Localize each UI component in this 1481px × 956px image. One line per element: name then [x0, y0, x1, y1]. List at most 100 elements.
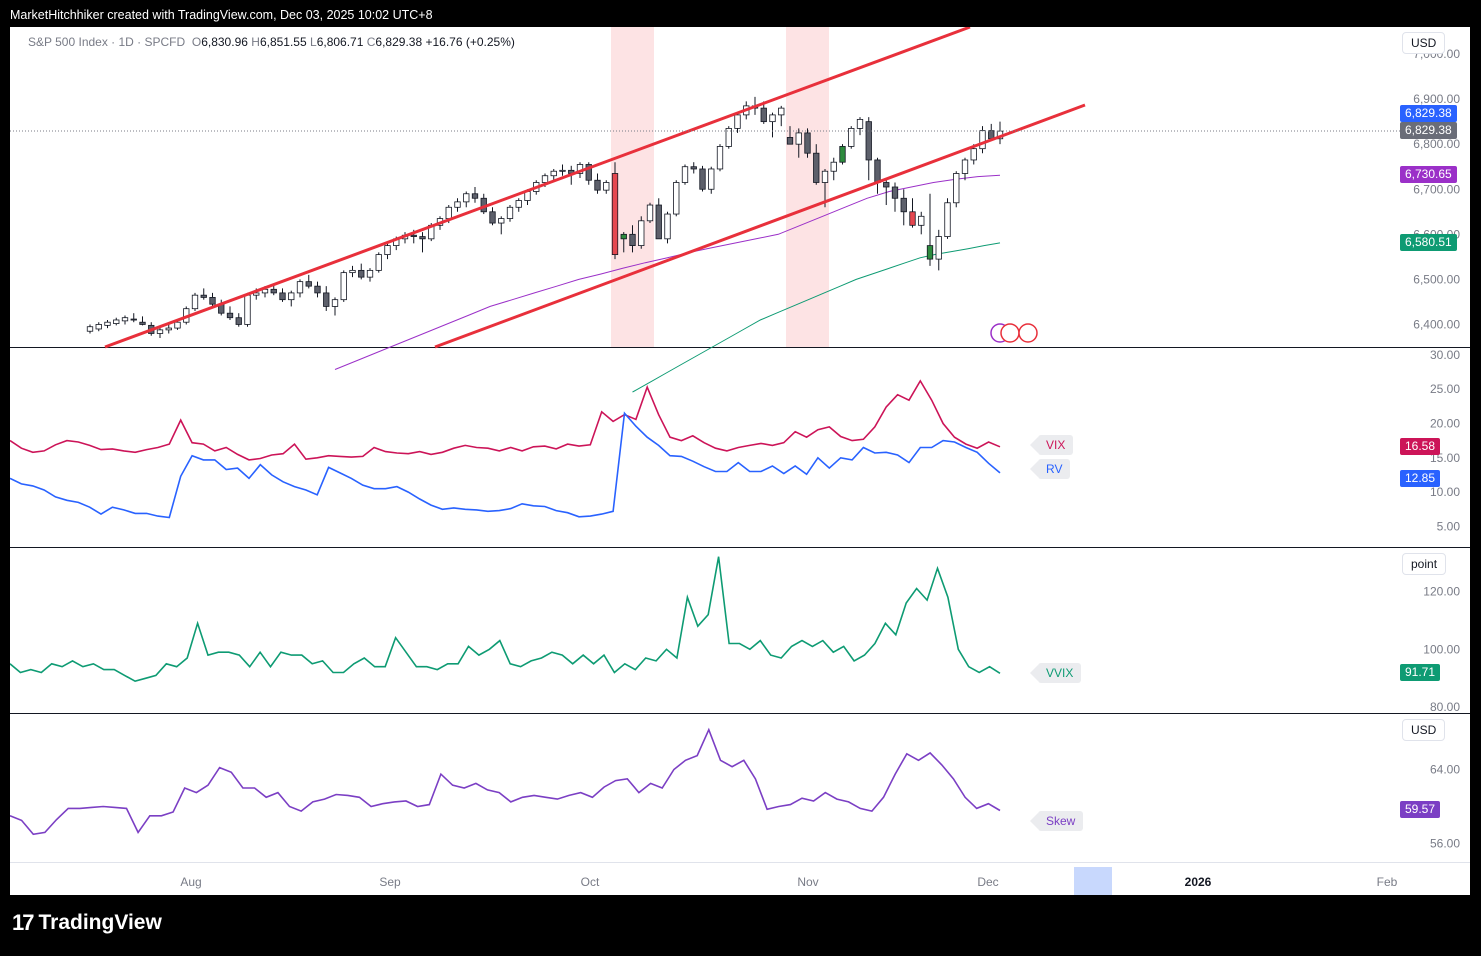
highlight-band: [786, 27, 829, 347]
close-value: 6,829.38: [375, 35, 423, 49]
skew-legend-label[interactable]: Skew: [1029, 811, 1084, 831]
time-axis-label: Nov: [797, 875, 818, 889]
candle-body: [594, 179, 601, 191]
candle-body: [926, 245, 934, 260]
vvix-unit-selector[interactable]: point: [1402, 553, 1447, 575]
candle-body: [314, 285, 321, 294]
symbol-name[interactable]: S&P 500 Index · 1D · SPCFD: [28, 35, 186, 49]
ma200-tag: 6,580.51: [1400, 234, 1457, 252]
candle-body: [156, 329, 164, 334]
candle-body: [918, 215, 925, 226]
candle-body: [900, 197, 907, 213]
time-axis-label: Feb: [1377, 875, 1398, 889]
price-tick-label: 6,800.00: [1413, 137, 1460, 151]
candle-body: [559, 169, 566, 172]
candle-body: [804, 132, 811, 154]
candle-body: [874, 159, 881, 183]
candle-body: [953, 173, 960, 204]
candle-body: [95, 324, 102, 330]
candle-body: [865, 121, 872, 161]
candle-body: [979, 130, 986, 150]
vvix-legend-label[interactable]: VVIX: [1029, 663, 1082, 683]
skew-value-tag: 59.57: [1400, 801, 1441, 819]
candle-body: [288, 292, 295, 301]
time-axis-label: 2026: [1185, 875, 1212, 889]
rv-line: [10, 411, 1001, 519]
candle-body: [638, 220, 645, 246]
candle-body: [139, 321, 146, 325]
candle-body: [664, 213, 671, 240]
vvix-line: [10, 556, 1001, 683]
attribution-text: MarketHitchhiker created with TradingVie…: [10, 8, 433, 22]
price-tick-label: 6,700.00: [1413, 182, 1460, 196]
candle-body: [410, 234, 417, 237]
vix-legend-label[interactable]: VIX: [1029, 435, 1074, 455]
candle-body: [419, 236, 426, 240]
candle-body: [769, 114, 776, 123]
candle-body: [506, 206, 514, 219]
low-label: L: [310, 35, 317, 49]
candle-body: [909, 211, 916, 226]
vvix-tick-label: 120.00: [1423, 584, 1460, 598]
candle-body: [515, 200, 522, 208]
economic-event-icon: [1000, 323, 1020, 343]
open-label: O: [191, 35, 202, 49]
candle-body: [708, 168, 715, 190]
vvix-value-tag: 91.71: [1400, 664, 1441, 682]
candle-body: [620, 233, 627, 240]
candle-body: [86, 326, 94, 332]
low-value: 6,806.71: [316, 35, 364, 49]
candle-body: [296, 281, 304, 294]
skew-unit-selector[interactable]: USD: [1402, 719, 1446, 741]
time-range-highlight: [1074, 867, 1112, 895]
chart-canvas[interactable]: 7,000.006,900.006,800.006,700.006,600.00…: [10, 27, 1470, 895]
candle-body: [848, 128, 855, 147]
candle-body: [655, 204, 662, 240]
candle-body: [279, 292, 286, 301]
vix-tick-label: 20.00: [1430, 416, 1460, 430]
candle-body: [944, 202, 951, 237]
rv-legend-label[interactable]: RV: [1029, 459, 1071, 479]
tradingview-logo[interactable]: 17 TradingView: [12, 910, 162, 936]
tradingview-mark-icon: 17: [12, 910, 35, 935]
skew-tick-label: 64.00: [1430, 763, 1460, 777]
candle-body: [603, 182, 610, 191]
open-value: 6,830.96: [201, 35, 248, 49]
vix-tick-label: 10.00: [1430, 485, 1460, 499]
candle-body: [970, 148, 977, 161]
candle-body: [629, 233, 636, 246]
candle-body: [716, 146, 724, 170]
vvix-tick-label: 100.00: [1423, 642, 1460, 656]
time-axis-label: Aug: [180, 875, 201, 889]
candle-body: [454, 201, 461, 208]
candle-body: [734, 114, 741, 129]
candle-body: [235, 317, 242, 325]
candle-body: [961, 159, 969, 174]
candle-body: [795, 132, 802, 145]
vix-tick-label: 30.00: [1430, 348, 1460, 362]
ma50-line: [334, 174, 1001, 370]
candle-body: [244, 294, 251, 325]
candle-body: [778, 107, 785, 116]
candle-body: [550, 170, 557, 177]
vvix-tick-label: 80.00: [1430, 700, 1460, 714]
candle-body: [839, 146, 846, 163]
candle-body: [760, 107, 767, 123]
rv-value-tag: 12.85: [1400, 469, 1441, 487]
candle-body: [891, 186, 899, 199]
price-unit-selector[interactable]: USD: [1402, 32, 1446, 54]
skew-tick-label: 56.00: [1430, 837, 1460, 851]
candle-body: [375, 254, 382, 271]
candle-body: [821, 170, 829, 183]
chart-frame[interactable]: 7,000.006,900.006,800.006,700.006,600.00…: [10, 27, 1470, 895]
candle-body: [681, 166, 689, 183]
candle-body: [200, 294, 207, 298]
candle-body: [935, 236, 942, 260]
channel-upper-line: [104, 27, 971, 349]
skew-line: [10, 727, 1001, 836]
high-label: H: [251, 35, 260, 49]
candle-body: [305, 281, 312, 287]
candle-body: [323, 292, 330, 307]
candle-body: [489, 211, 496, 224]
highlight-band: [611, 27, 654, 347]
